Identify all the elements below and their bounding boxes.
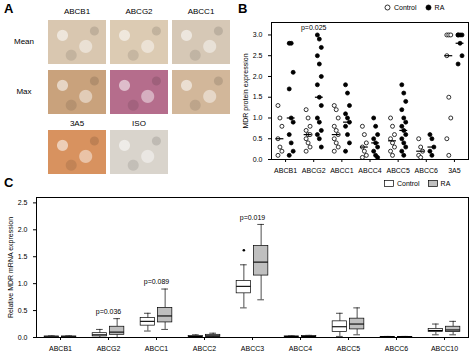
svg-text:ABCC1: ABCC1 (330, 167, 353, 174)
svg-text:ABCG2: ABCG2 (97, 345, 121, 352)
svg-text:3A5: 3A5 (448, 167, 461, 174)
html-text:A: A (4, 1, 14, 16)
svg-text:ABCC3: ABCC3 (241, 345, 264, 352)
svg-text:2.0: 2.0 (253, 73, 263, 80)
html-text:ISO: ISO (132, 119, 146, 128)
svg-text:ABCC10: ABCC10 (431, 345, 458, 352)
html-text:RA: RA (434, 4, 445, 11)
svg-text:Relative MDR mRNA expression: Relative MDR mRNA expression (7, 217, 15, 318)
svg-text:MDR protein expression: MDR protein expression (242, 53, 250, 128)
svg-text:p=0.036: p=0.036 (96, 308, 122, 316)
svg-text:ABCC6: ABCC6 (385, 345, 408, 352)
svg-text:ABCC4: ABCC4 (289, 345, 312, 352)
svg-text:2.5: 2.5 (18, 199, 28, 206)
html-text:B: B (238, 1, 248, 16)
html-text:Max: Max (16, 87, 32, 96)
html-text:C: C (4, 175, 14, 190)
svg-text:ABCB1: ABCB1 (49, 345, 72, 352)
svg-text:0.0: 0.0 (18, 334, 28, 341)
svg-text:ABCB1: ABCB1 (274, 167, 297, 174)
svg-text:1.0: 1.0 (253, 114, 263, 121)
html-text:ABCB1: ABCB1 (63, 7, 91, 16)
svg-text:0.5: 0.5 (253, 135, 263, 142)
html-text:Control: Control (397, 180, 420, 187)
svg-text:3.0: 3.0 (253, 31, 263, 38)
html-text:3A5: 3A5 (69, 119, 85, 128)
svg-text:ABCC5: ABCC5 (337, 345, 360, 352)
svg-text:ABCC1: ABCC1 (145, 345, 168, 352)
svg-text:0.5: 0.5 (18, 307, 28, 314)
svg-text:p=0.019: p=0.019 (240, 214, 266, 222)
svg-text:ABCC6: ABCC6 (415, 167, 438, 174)
svg-text:1.0: 1.0 (18, 280, 28, 287)
svg-text:1.5: 1.5 (253, 93, 263, 100)
html-text:Mean: Mean (14, 37, 34, 46)
svg-text:ABCC5: ABCC5 (386, 167, 409, 174)
html-text:ABCG2: ABCG2 (125, 7, 153, 16)
svg-text:ABCC4: ABCC4 (358, 167, 381, 174)
svg-text:ABCG2: ABCG2 (302, 167, 326, 174)
svg-text:2.5: 2.5 (253, 52, 263, 59)
svg-text:1.5: 1.5 (18, 253, 28, 260)
html-text:ABCC1: ABCC1 (187, 7, 215, 16)
svg-text:0.0: 0.0 (253, 156, 263, 163)
html-text:RA: RA (440, 180, 451, 187)
svg-text:p=0.025: p=0.025 (301, 24, 327, 32)
svg-text:ABCC2: ABCC2 (193, 345, 216, 352)
svg-text:p=0.089: p=0.089 (144, 278, 170, 286)
html-text:Control: Control (394, 4, 417, 11)
svg-text:2.0: 2.0 (18, 226, 28, 233)
